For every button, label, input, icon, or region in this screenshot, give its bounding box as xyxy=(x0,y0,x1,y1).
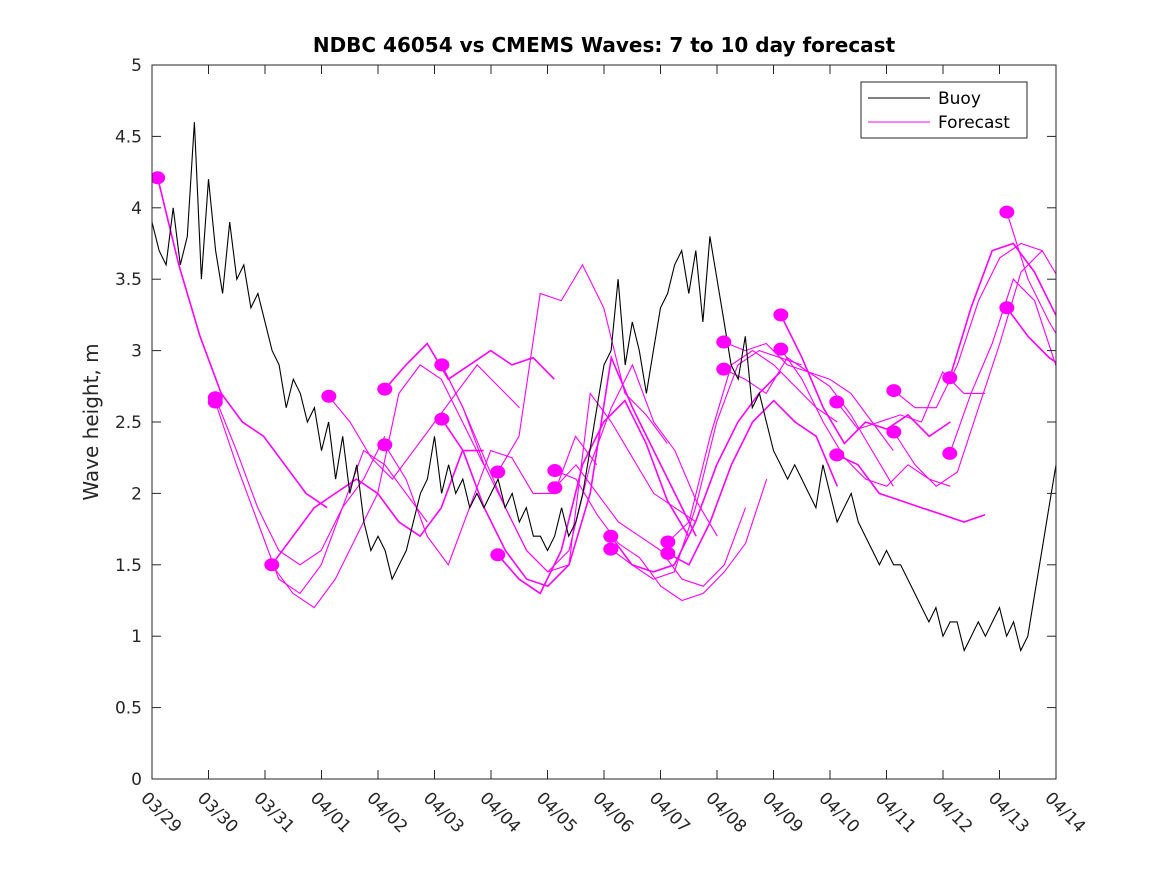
x-tick-label: 04/10 xyxy=(814,788,863,837)
y-axis-label: Wave height, m xyxy=(79,343,103,500)
forecast-marker xyxy=(773,308,789,322)
forecast-marker xyxy=(660,535,676,549)
forecast-marker xyxy=(152,171,166,185)
forecast-line xyxy=(497,263,668,473)
x-tick-label: 04/03 xyxy=(419,788,468,837)
legend: Buoy Forecast xyxy=(860,81,1028,139)
forecast-line xyxy=(214,397,386,566)
forecast-marker xyxy=(547,464,563,478)
x-tick-label: 04/08 xyxy=(701,788,750,837)
y-tick-label: 0 xyxy=(131,770,142,790)
forecast-marker xyxy=(377,382,393,396)
forecast-marker xyxy=(490,548,506,562)
x-tick-label: 04/09 xyxy=(758,788,807,837)
y-tick-label: 1 xyxy=(131,627,142,647)
forecast-line xyxy=(949,242,1056,378)
forecast-marker xyxy=(603,542,619,556)
buoy-series-group xyxy=(152,122,1056,653)
buoy-line xyxy=(152,122,1056,653)
forecast-line xyxy=(271,449,484,566)
forecast-line xyxy=(156,177,328,509)
x-tick-label: 04/07 xyxy=(645,788,694,837)
forecast-line xyxy=(328,364,520,480)
forecast-markers-group xyxy=(152,171,1015,572)
forecast-marker xyxy=(434,412,450,426)
forecast-marker xyxy=(207,395,223,409)
x-tick-label: 04/06 xyxy=(588,788,637,837)
forecast-marker xyxy=(999,301,1015,315)
forecast-marker xyxy=(886,384,902,398)
forecast-line xyxy=(893,249,1056,488)
forecast-marker xyxy=(603,529,619,543)
y-tick-label: 2 xyxy=(131,484,142,504)
forecast-line xyxy=(441,364,697,573)
forecast-line xyxy=(780,348,951,487)
forecast-line xyxy=(497,399,690,595)
forecast-line xyxy=(214,401,428,595)
forecast-marker xyxy=(490,465,506,479)
y-tick-label: 4 xyxy=(131,199,142,219)
forecast-marker xyxy=(264,558,280,572)
forecast-line xyxy=(723,341,894,451)
y-tick-label: 4.5 xyxy=(115,127,142,147)
y-tick-label: 3.5 xyxy=(115,270,142,290)
forecast-line xyxy=(384,435,598,566)
forecast-marker xyxy=(377,438,393,452)
forecast-line xyxy=(1006,211,1056,335)
forecast-series-group xyxy=(156,177,1056,609)
x-tick-label: 03/31 xyxy=(249,788,298,837)
x-tick-label: 04/11 xyxy=(871,788,920,837)
chart-title: NDBC 46054 vs CMEMS Waves: 7 to 10 day f… xyxy=(313,33,896,57)
legend-label-buoy: Buoy xyxy=(938,89,981,109)
x-tick-label: 04/01 xyxy=(306,788,355,837)
forecast-line xyxy=(554,463,747,587)
x-tick-label: 04/13 xyxy=(984,788,1033,837)
x-tick-label: 03/30 xyxy=(193,788,242,837)
y-tick-label: 3 xyxy=(131,342,142,362)
x-tick-label: 04/02 xyxy=(362,788,411,837)
forecast-line xyxy=(836,454,986,523)
forecast-line xyxy=(667,349,838,543)
forecast-marker xyxy=(321,389,337,403)
forecast-line xyxy=(836,371,986,430)
forecast-marker xyxy=(716,362,732,376)
forecast-marker xyxy=(660,546,676,560)
forecast-marker xyxy=(942,371,958,385)
legend-label-forecast: Forecast xyxy=(938,113,1010,133)
forecast-line xyxy=(1006,307,1056,364)
forecast-line xyxy=(667,399,839,566)
x-tick-label: 04/14 xyxy=(1040,788,1089,837)
forecast-line xyxy=(780,314,951,445)
y-tick-label: 1.5 xyxy=(115,556,142,576)
forecast-marker xyxy=(942,446,958,460)
forecast-line xyxy=(384,342,555,390)
forecast-line xyxy=(441,363,718,573)
forecast-marker xyxy=(716,335,732,349)
x-tick-label: 03/29 xyxy=(136,788,185,837)
plot-area xyxy=(152,122,1056,653)
y-axis: 0 0.5 1 1.5 2 2.5 3 3.5 4 4.5 5 xyxy=(115,56,1056,790)
forecast-line xyxy=(554,470,768,602)
forecast-marker xyxy=(829,395,845,409)
x-tick-label: 04/05 xyxy=(532,788,581,837)
forecast-line xyxy=(949,278,1056,454)
x-tick-label: 04/12 xyxy=(927,788,976,837)
y-tick-label: 5 xyxy=(131,56,142,76)
forecast-line xyxy=(610,349,802,580)
forecast-marker xyxy=(773,342,789,356)
y-tick-label: 0.5 xyxy=(115,699,142,719)
forecast-marker xyxy=(829,448,845,462)
x-tick-label: 04/04 xyxy=(475,788,524,837)
forecast-marker xyxy=(886,425,902,439)
legend-box xyxy=(860,81,1028,139)
forecast-marker xyxy=(547,481,563,495)
forecast-marker xyxy=(434,358,450,372)
y-tick-label: 2.5 xyxy=(115,413,142,433)
forecast-marker xyxy=(999,205,1015,219)
forecast-line xyxy=(271,364,485,609)
